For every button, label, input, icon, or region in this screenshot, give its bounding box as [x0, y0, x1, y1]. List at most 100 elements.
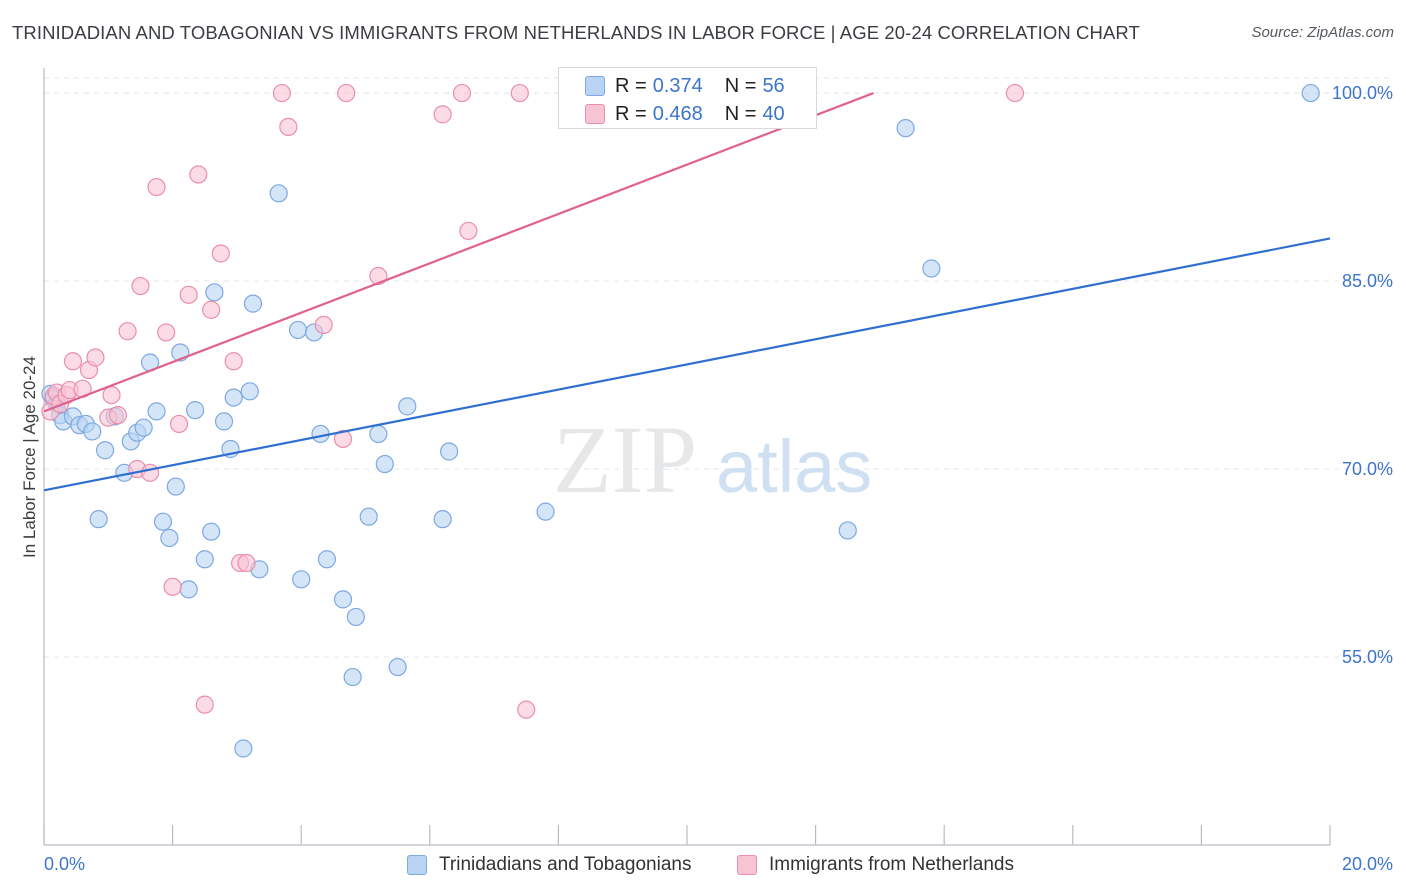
scatter-point-pink — [224, 352, 243, 371]
scatter-point-pink — [102, 385, 121, 405]
trend-line-blue — [43, 237, 1331, 492]
scatter-point-pink — [189, 165, 208, 184]
scatter-point-blue — [166, 477, 185, 496]
data-points — [41, 83, 1320, 758]
legend-n-value: 40 — [762, 102, 785, 125]
scatter-point-blue — [388, 657, 407, 677]
scatter-point-blue — [317, 550, 337, 569]
scatter-point-blue — [292, 570, 311, 589]
zipatlas-watermark: ZIP atlas — [553, 406, 872, 513]
scatter-point-blue — [83, 422, 102, 441]
watermark-atlas: atlas — [716, 425, 872, 508]
bottom-legend-swatch-blue — [407, 855, 427, 875]
y-tick-label: 85.0% — [1342, 271, 1393, 291]
axis-labels: In Labor Force | Age 20-24 55.0% 70.0% 85.… — [20, 83, 1393, 874]
scatter-point-pink — [163, 577, 182, 596]
legend-row-pink: R = 0.468 N = 40 — [585, 100, 807, 128]
x-tick-label: 20.0% — [1342, 854, 1393, 874]
scatter-point-blue — [202, 522, 221, 541]
legend-n-label: N = — [724, 74, 757, 97]
scatter-point-blue — [179, 580, 198, 599]
axes — [43, 68, 1331, 846]
scatter-point-blue — [243, 294, 263, 313]
scatter-point-pink — [131, 276, 150, 296]
scatter-point-pink — [195, 695, 214, 714]
legend-r-value: 0.468 — [652, 102, 703, 125]
scatter-point-blue — [439, 442, 459, 461]
legend-row-blue: R = 0.374 N = 56 — [585, 72, 807, 100]
y-tick-label: 55.0% — [1342, 647, 1393, 667]
source-credit: Source: ZipAtlas.com — [1251, 24, 1394, 41]
scatter-point-pink — [452, 83, 472, 103]
scatter-point-pink — [333, 429, 353, 449]
scatter-point-pink — [279, 117, 298, 137]
scatter-point-pink — [86, 348, 105, 367]
scatter-point-pink — [157, 323, 176, 342]
bottom-legend-pink: Immigrants from Netherlands — [737, 852, 1014, 878]
scatter-point-pink — [510, 83, 529, 103]
scatter-point-pink — [272, 83, 292, 103]
scatter-point-pink — [202, 300, 221, 319]
scatter-point-blue — [1301, 83, 1320, 103]
scatter-point-blue — [240, 382, 259, 401]
y-tick-label: 100.0% — [1332, 83, 1393, 103]
chart-title: TRINIDADIAN AND TOBAGONIAN VS IMMIGRANTS… — [12, 22, 1140, 43]
scatter-point-blue — [922, 259, 941, 278]
scatter-point-blue — [838, 521, 857, 540]
scatter-point-blue — [153, 512, 173, 531]
scatter-point-blue — [369, 424, 388, 444]
scatter-point-blue — [214, 412, 234, 431]
legend-n-label: N = — [724, 102, 757, 125]
scatter-point-pink — [118, 322, 137, 341]
scatter-point-pink — [211, 244, 230, 263]
scatter-point-blue — [333, 590, 353, 609]
scatter-point-blue — [95, 441, 115, 460]
legend-r-label: R = — [615, 74, 647, 97]
scatter-point-blue — [343, 667, 362, 687]
scatter-point-blue — [346, 607, 365, 627]
scatter-point-pink — [63, 352, 83, 371]
trend-line-pink — [43, 92, 874, 413]
scatter-point-blue — [536, 502, 555, 521]
scatter-point-pink — [108, 406, 128, 425]
scatter-point-blue — [186, 401, 205, 420]
scatter-point-blue — [375, 454, 394, 474]
scatter-point-blue — [134, 418, 153, 437]
scatter-point-pink — [1005, 83, 1025, 103]
legend-r-label: R = — [615, 102, 647, 125]
scatter-point-pink — [337, 83, 356, 103]
trend-lines — [43, 92, 1331, 492]
scatter-point-blue — [160, 528, 179, 548]
scatter-point-blue — [359, 507, 378, 526]
scatter-point-blue — [224, 388, 243, 407]
scatter-point-pink — [459, 221, 478, 241]
scatter-point-pink — [517, 700, 536, 719]
scatter-point-blue — [234, 739, 253, 758]
correlation-legend: R = 0.374 N = 56 R = 0.468 N = 40 — [558, 67, 817, 129]
scatter-point-blue — [896, 119, 915, 138]
scatter-point-blue — [89, 510, 108, 529]
legend-swatch-blue — [585, 76, 605, 96]
y-axis-label: In Labor Force | Age 20-24 — [20, 356, 39, 558]
scatter-point-pink — [433, 105, 452, 124]
scatter-point-pink — [237, 553, 256, 573]
scatter-point-blue — [147, 402, 166, 421]
bottom-legend-blue: Trinidadians and Tobagonians — [407, 852, 691, 878]
x-tick-label: 0.0% — [44, 854, 85, 874]
scatter-point-pink — [169, 414, 189, 434]
scatter-point-blue — [195, 550, 214, 569]
bottom-legend-label: Immigrants from Netherlands — [769, 854, 1014, 875]
scatter-point-blue — [269, 184, 288, 203]
y-tick-label: 70.0% — [1342, 459, 1393, 479]
scatter-point-blue — [433, 510, 452, 529]
legend-swatch-pink — [585, 104, 605, 124]
scatter-point-pink — [147, 177, 166, 197]
legend-r-value: 0.374 — [652, 74, 703, 97]
watermark-zip: ZIP — [553, 406, 697, 513]
scatter-point-blue — [288, 320, 308, 340]
scatter-point-blue — [398, 397, 417, 416]
scatter-point-pink — [314, 315, 333, 335]
legend-n-value: 56 — [762, 74, 785, 97]
scatter-point-pink — [179, 285, 198, 304]
